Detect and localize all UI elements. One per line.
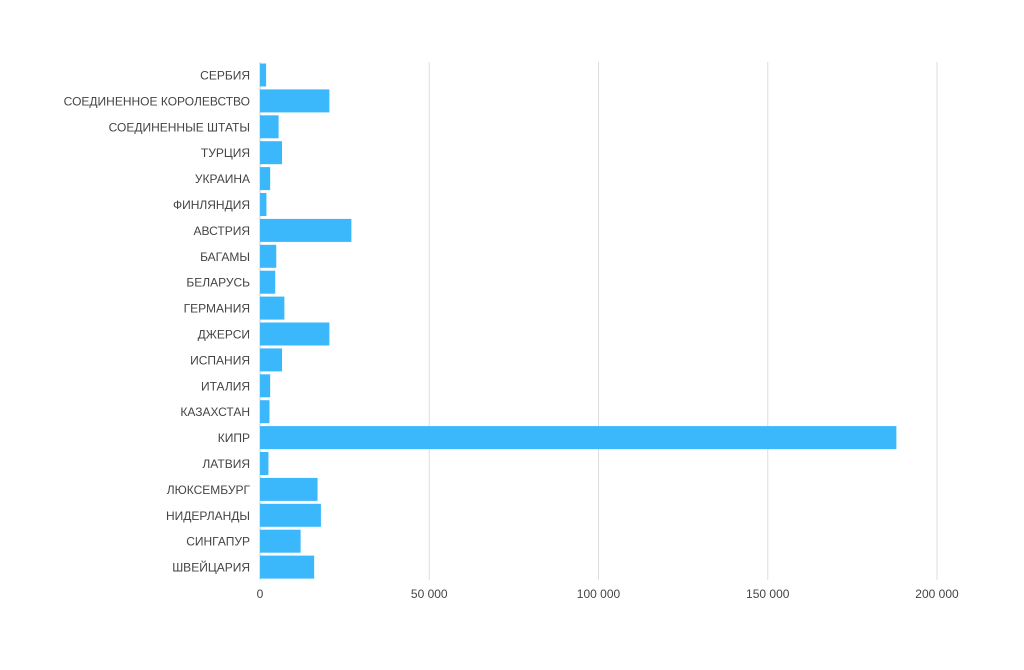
x-tick-label: 100 000 [577, 587, 621, 601]
bar [260, 89, 330, 113]
bar [260, 348, 283, 372]
category-label: ЛАТВИЯ [202, 457, 250, 471]
category-label: ДЖЕРСИ [198, 328, 250, 342]
grid-lines [259, 62, 938, 580]
bar [260, 400, 270, 424]
category-label: БАГАМЫ [200, 250, 250, 264]
bar [260, 374, 271, 398]
bar [260, 477, 318, 501]
category-label: БЕЛАРУСЬ [186, 276, 250, 290]
x-tick-label: 200 000 [915, 587, 959, 601]
category-label: СОЕДИНЕННЫЕ ШТАТЫ [109, 120, 250, 134]
category-label: КИПР [218, 431, 250, 445]
bar [260, 426, 897, 450]
bar [260, 115, 279, 139]
category-label: УКРАИНА [195, 172, 250, 186]
category-label: СЕРБИЯ [200, 69, 250, 83]
category-label: ФИНЛЯНДИЯ [173, 198, 250, 212]
bar [260, 167, 271, 191]
category-label: АВСТРИЯ [193, 224, 250, 238]
category-label: КАЗАХСТАН [180, 405, 250, 419]
bar [260, 218, 352, 242]
x-tick-label: 150 000 [746, 587, 790, 601]
bar [260, 244, 277, 268]
bar [260, 270, 276, 294]
category-label: ШВЕЙЦАРИЯ [172, 560, 250, 575]
category-label: ГЕРМАНИЯ [184, 302, 250, 316]
category-label: ЛЮКСЕМБУРГ [167, 483, 251, 497]
bar [260, 63, 267, 87]
category-label: ТУРЦИЯ [201, 146, 250, 160]
bar [260, 141, 283, 165]
category-label: СОЕДИНЕННОЕ КОРОЛЕВСТВО [64, 94, 250, 108]
bar [260, 555, 315, 579]
x-tick-label: 50 000 [411, 587, 448, 601]
bars [260, 63, 897, 579]
bar [260, 503, 321, 527]
x-tick-label: 0 [257, 587, 264, 601]
bar [260, 193, 267, 216]
category-label: НИДЕРЛАНДЫ [166, 509, 250, 523]
bar [260, 529, 301, 553]
bar [260, 452, 269, 475]
bar [260, 322, 330, 346]
category-label: СИНГАПУР [186, 535, 250, 549]
x-axis-tick-labels: 0 50 000 100 000 150 000 200 000 [257, 587, 959, 601]
category-labels: СЕРБИЯ СОЕДИНЕННОЕ КОРОЛЕВСТВО СОЕДИНЕННЫЕ… [64, 69, 251, 575]
category-label: ИТАЛИЯ [201, 379, 250, 393]
bar [260, 296, 285, 320]
category-label: ИСПАНИЯ [190, 353, 250, 367]
